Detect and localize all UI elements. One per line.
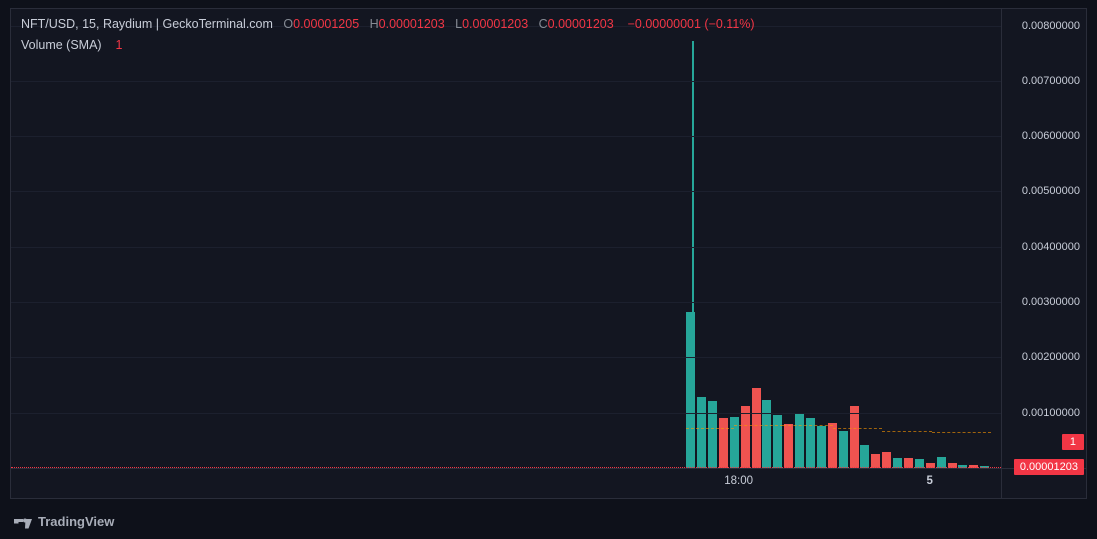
- ohlc-change: −0.00000001 (−0.11%): [628, 17, 755, 31]
- chart-header: NFT/USD, 15, Raydium | GeckoTerminal.com…: [21, 15, 755, 55]
- x-axis[interactable]: 18:00 5: [11, 468, 1001, 498]
- gridline: [11, 191, 1001, 192]
- tradingview-icon: [14, 515, 32, 528]
- symbol-label: NFT/USD, 15, Raydium | GeckoTerminal.com: [21, 17, 273, 31]
- volume-bar: [860, 445, 869, 468]
- ohlc-l-value: 0.00001203: [462, 17, 528, 31]
- x-tick-label: 18:00: [724, 475, 753, 487]
- y-tick-label: 0.00200000: [1022, 351, 1080, 363]
- ohlc-c-value: 0.00001203: [548, 17, 614, 31]
- volume-bar: [762, 400, 771, 468]
- volume-bar: [937, 457, 946, 468]
- volume-bar: [741, 406, 750, 468]
- volume-bar: [773, 415, 782, 468]
- volume-bar: [795, 413, 804, 468]
- y-tick-label: 0.00300000: [1022, 296, 1080, 308]
- header-line1: NFT/USD, 15, Raydium | GeckoTerminal.com…: [21, 15, 755, 34]
- sma-segment: [882, 431, 932, 432]
- ohlc-h-prefix: H: [370, 17, 379, 31]
- gridline: [11, 302, 1001, 303]
- plot-area[interactable]: [11, 9, 1001, 468]
- y-tick-label: 0.00100000: [1022, 407, 1080, 419]
- chart-container: NFT/USD, 15, Raydium | GeckoTerminal.com…: [10, 8, 1087, 499]
- price-badge: 0.00001203: [1014, 459, 1084, 475]
- volume-bar: [752, 388, 761, 468]
- price-line: [11, 467, 1001, 468]
- volume-bar: [719, 418, 728, 468]
- volume-bar: [828, 423, 837, 468]
- volume-bar: [686, 312, 695, 468]
- sma-segment: [932, 432, 991, 433]
- gridline: [11, 136, 1001, 137]
- y-tick-label: 0.00400000: [1022, 241, 1080, 253]
- volume-bar: [708, 401, 717, 468]
- volume-bar: [784, 424, 793, 468]
- x-tick-label: 5: [927, 475, 933, 487]
- volume-value: 1: [116, 38, 123, 52]
- y-tick-label: 0.00800000: [1022, 20, 1080, 32]
- header-line2: Volume (SMA) 1: [21, 36, 755, 55]
- ohlc-o-prefix: O: [283, 17, 293, 31]
- ohlc-h-value: 0.00001203: [379, 17, 445, 31]
- gridline: [11, 247, 1001, 248]
- sma-segment: [783, 425, 833, 426]
- ohlc-c-prefix: C: [539, 17, 548, 31]
- volume-label: Volume (SMA): [21, 38, 102, 52]
- volume-bar: [817, 426, 826, 468]
- gridline: [11, 357, 1001, 358]
- sma-segment: [734, 425, 784, 426]
- volume-badge: 1: [1062, 434, 1084, 450]
- ohlc-o-value: 0.00001205: [293, 17, 359, 31]
- volume-bar: [697, 397, 706, 468]
- footer: TradingView: [14, 514, 114, 529]
- sma-segment: [833, 428, 883, 429]
- gridline: [11, 413, 1001, 414]
- gridline: [11, 81, 1001, 82]
- y-tick-label: 0.00600000: [1022, 130, 1080, 142]
- volume-bar: [871, 454, 880, 468]
- y-axis[interactable]: 0.00800000 0.00700000 0.00600000 0.00500000…: [1001, 9, 1086, 468]
- bars-layer: [11, 9, 1001, 468]
- y-tick-label: 0.00700000: [1022, 75, 1080, 87]
- volume-bar: [882, 452, 891, 468]
- footer-brand: TradingView: [38, 514, 114, 529]
- y-tick-label: 0.00500000: [1022, 185, 1080, 197]
- volume-bar: [850, 406, 859, 468]
- volume-bar: [839, 431, 848, 468]
- sma-segment: [686, 428, 734, 429]
